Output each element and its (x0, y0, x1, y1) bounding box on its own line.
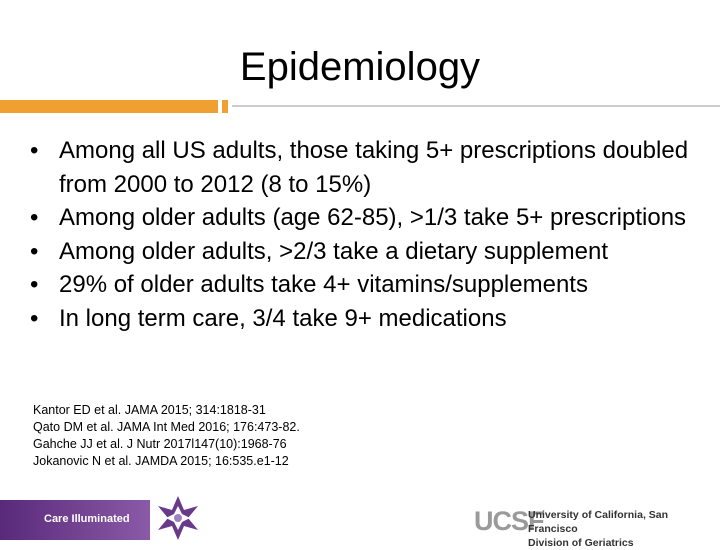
bullet-dot: • (30, 137, 39, 164)
bullet: • Among older adults (age 62-85), >1/3 ta… (30, 201, 695, 235)
bullet: • Among older adults, >2/3 take a dietary… (30, 235, 695, 269)
bullet-text: Among older adults, >2/3 take a dietary … (59, 237, 608, 265)
accent-square (222, 100, 228, 113)
bullet-text: In long term care, 3/4 take 9+ medicatio… (59, 304, 507, 332)
institution-name: University of California, San Francisco (528, 509, 669, 535)
bullet: • 29% of older adults take 4+ vitamins/su… (30, 268, 695, 302)
reference: Jokanovic N et al. JAMDA 2015; 16:535.e1… (33, 454, 289, 468)
bullet-dot: • (30, 304, 39, 332)
institution: University of California, San Francisco … (528, 508, 720, 550)
bullet-list: • Among all US adults, those taking 5+ pr… (30, 134, 695, 335)
bullet-text: Among all US adults, those taking 5+ pre… (59, 137, 689, 198)
logo-star (158, 496, 198, 540)
bullet-text: Among older adults (age 62-85), >1/3 tak… (59, 204, 687, 231)
ucsf-logo: UCSF (474, 506, 544, 536)
bullet: • In long term care, 3/4 take 9+ medicati… (30, 302, 695, 336)
division-name: Division of Geriatrics (528, 537, 634, 549)
badge (0, 500, 150, 540)
bullet-dot: • (30, 204, 39, 231)
reference: Gahche JJ et al. J Nutr 2017l147(10):196… (33, 437, 287, 451)
bullet-dot: • (30, 271, 39, 298)
bullet-text: 29% of older adults take 4+ vitamins/sup… (59, 271, 588, 298)
references: Kantor ED et al. JAMA 2015; 314:1818-31 Q… (33, 402, 300, 470)
bullet: • Among all US adults, those taking 5+ pr… (30, 134, 695, 201)
accent-bar (0, 100, 218, 113)
bullet-dot: • (30, 237, 39, 265)
slide-title: Epidemiology (239, 45, 481, 89)
reference: Qato DM et al. JAMA Int Med 2016; 176:47… (33, 420, 300, 434)
badge-text: Care Illuminated (44, 513, 130, 525)
reference: Kantor ED et al. JAMA 2015; 314:1818-31 (33, 403, 266, 417)
